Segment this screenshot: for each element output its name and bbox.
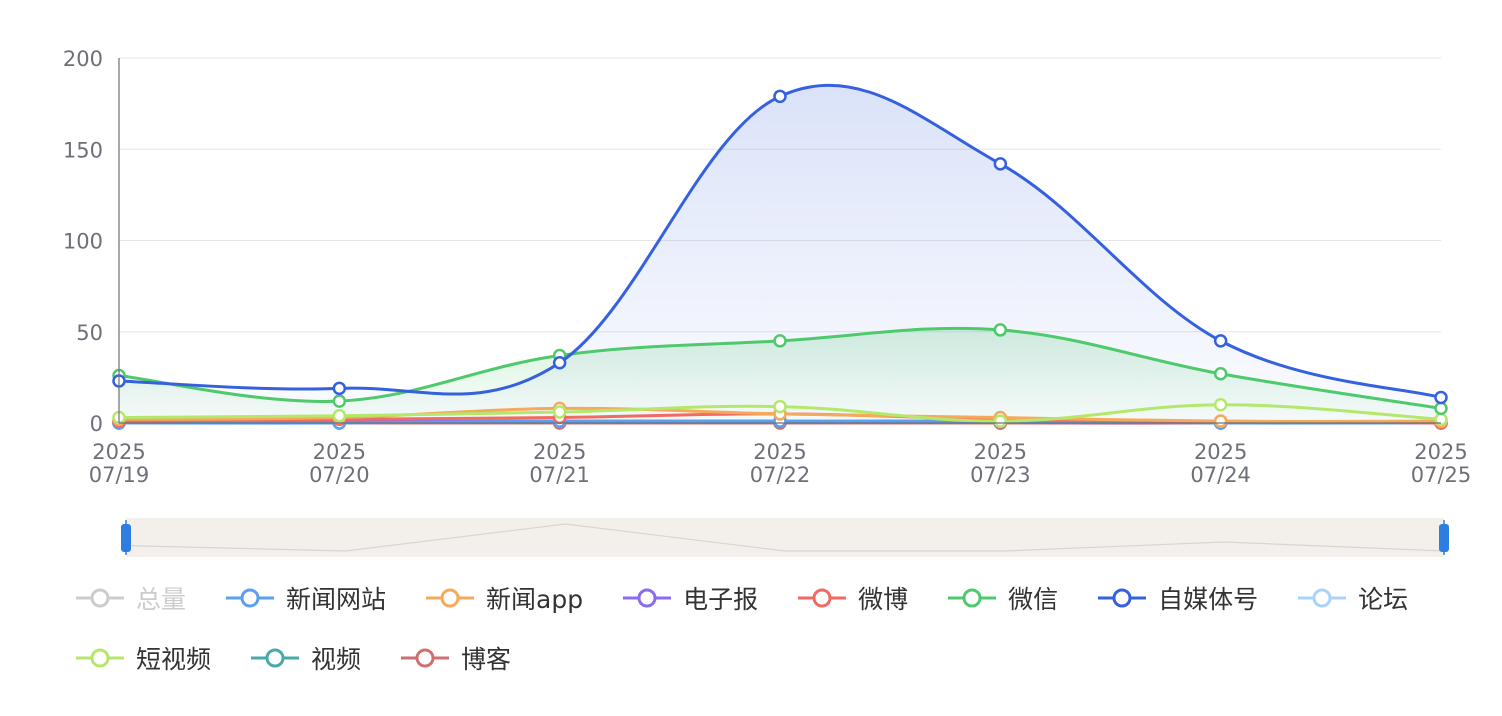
legend-item-6[interactable]: 自媒体号 bbox=[1096, 583, 1259, 614]
legend-swatch-icon bbox=[76, 648, 124, 668]
y-tick-label: 200 bbox=[63, 47, 103, 71]
legend-item-5[interactable]: 微信 bbox=[946, 583, 1059, 614]
legend-label: 微博 bbox=[858, 585, 909, 614]
series-5-point-5[interactable] bbox=[1213, 366, 1228, 381]
series-8-point-1[interactable] bbox=[332, 408, 347, 423]
legend-swatch-icon bbox=[948, 588, 997, 608]
legend-label: 论坛 bbox=[1358, 585, 1409, 614]
legend-swatch-icon bbox=[401, 648, 450, 668]
legend-label: 总量 bbox=[136, 585, 187, 614]
legend-swatch-icon bbox=[251, 648, 300, 668]
series-8-point-3[interactable] bbox=[773, 399, 787, 414]
x-tick-label: 2025 07/24 bbox=[1190, 440, 1251, 487]
chart-legend: 总量 新闻网站 新闻app 电子报 微博 微信 自媒体号 论坛短视频 视频 博客 bbox=[74, 583, 1474, 674]
series-2-point-5[interactable] bbox=[1213, 414, 1228, 428]
legend-label: 电子报 bbox=[683, 585, 759, 614]
legend-label: 短视频 bbox=[136, 645, 212, 674]
data-zoom-slider[interactable] bbox=[121, 518, 1449, 557]
legend-label: 新闻app bbox=[486, 585, 584, 614]
series-6-point-5[interactable] bbox=[1213, 334, 1228, 348]
series-8-point-2[interactable] bbox=[552, 405, 567, 419]
series-6-point-3[interactable] bbox=[773, 89, 787, 104]
series-8-group bbox=[112, 398, 1448, 428]
series-8-point-4[interactable] bbox=[993, 414, 1008, 428]
y-tick-label: 150 bbox=[63, 138, 103, 162]
axis-layer: 0 50 100 150 200 2025 07/19 2025 07/20 2025 07/21 2… bbox=[63, 47, 1471, 487]
series-6-area bbox=[119, 85, 1441, 423]
y-tick-label: 50 bbox=[76, 321, 103, 345]
x-tick-label: 2025 07/25 bbox=[1411, 440, 1472, 487]
legend-item-4[interactable]: 微博 bbox=[796, 583, 909, 614]
series-5-group bbox=[112, 323, 1448, 416]
series-6-point-2[interactable] bbox=[552, 356, 567, 370]
legend-item-9[interactable]: 视频 bbox=[249, 643, 362, 674]
legend-swatch-icon bbox=[798, 588, 847, 608]
series-6-point-1[interactable] bbox=[332, 381, 347, 396]
x-tick-label: 2025 07/23 bbox=[970, 440, 1031, 487]
series-6-group bbox=[112, 83, 1448, 405]
series-5-point-3[interactable] bbox=[773, 334, 787, 348]
series-5-point-6[interactable] bbox=[1434, 401, 1448, 416]
legend-item-1[interactable]: 新闻网站 bbox=[224, 583, 387, 614]
legend-item-10[interactable]: 博客 bbox=[399, 643, 512, 674]
legend-item-3[interactable]: 电子报 bbox=[621, 583, 759, 614]
legend-label: 博客 bbox=[461, 645, 512, 674]
legend-swatch-icon bbox=[623, 588, 672, 608]
legend-swatch-icon bbox=[76, 588, 124, 608]
legend-item-0[interactable]: 总量 bbox=[74, 583, 187, 614]
legend-swatch-icon bbox=[226, 588, 275, 608]
legend-item-8[interactable]: 短视频 bbox=[74, 643, 212, 674]
x-tick-label: 2025 07/19 bbox=[89, 440, 150, 487]
legend-swatch-icon bbox=[1298, 588, 1347, 608]
series-6-point-6[interactable] bbox=[1434, 390, 1448, 405]
legend-swatch-icon bbox=[1098, 588, 1147, 608]
x-tick-label: 2025 07/22 bbox=[750, 440, 811, 487]
legend-label: 微信 bbox=[1008, 585, 1059, 614]
series-6-point-4[interactable] bbox=[993, 157, 1008, 171]
zoom-preview-line bbox=[125, 523, 1445, 552]
legend-label: 新闻网站 bbox=[286, 585, 387, 614]
legend-label: 自媒体号 bbox=[1158, 585, 1259, 614]
x-tick-label: 2025 07/21 bbox=[529, 440, 590, 487]
x-tick-label: 2025 07/20 bbox=[309, 440, 370, 487]
legend-label: 视频 bbox=[311, 645, 362, 674]
area-layer bbox=[119, 85, 1441, 423]
y-tick-label: 0 bbox=[90, 412, 103, 436]
y-tick-label: 100 bbox=[63, 230, 103, 254]
legend-item-2[interactable]: 新闻app bbox=[424, 583, 584, 614]
legend-item-7[interactable]: 论坛 bbox=[1296, 583, 1409, 614]
series-5-point-4[interactable] bbox=[993, 323, 1008, 337]
series-8-point-5[interactable] bbox=[1213, 398, 1228, 412]
series-5-point-1[interactable] bbox=[332, 394, 347, 408]
legend-swatch-icon bbox=[426, 588, 475, 608]
